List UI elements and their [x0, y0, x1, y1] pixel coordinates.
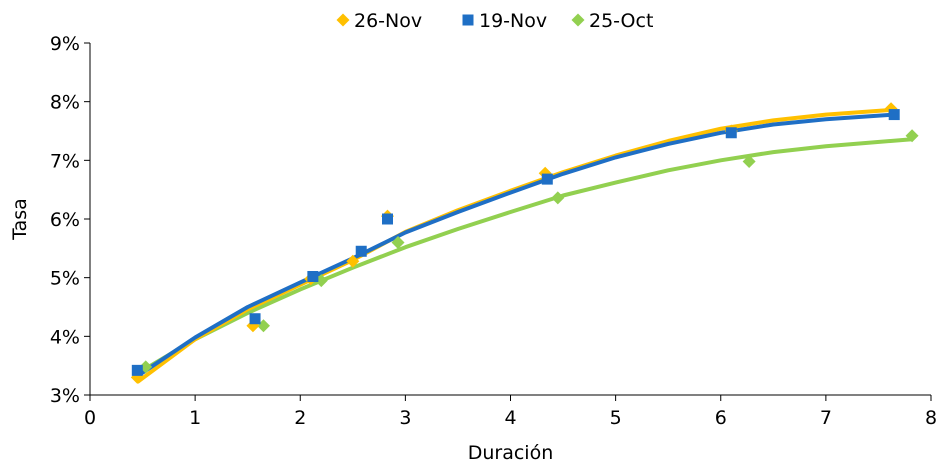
y-tick-label: 9%	[50, 33, 80, 55]
y-tick-label: 5%	[50, 268, 80, 290]
x-tick-label: 8	[925, 407, 937, 429]
legend-item-25-oct: 25-Oct	[571, 10, 653, 32]
data-point-19-nov	[725, 127, 737, 139]
y-tick-label: 6%	[50, 209, 80, 231]
x-tick-label: 7	[820, 407, 832, 429]
y-tick-label: 3%	[50, 385, 80, 407]
x-axis-title: Duración	[468, 442, 554, 464]
y-axis-ticks: 3% 4% 5% 6% 7% 8% 9%	[50, 33, 90, 407]
data-point-19-nov	[307, 270, 319, 282]
plot-area: 3% 4% 5% 6% 7% 8% 9% 0 1 2 3 4 5 6 7 8	[50, 33, 937, 429]
data-point-19-nov	[355, 245, 367, 257]
data-points	[130, 102, 919, 384]
data-point-19-nov	[888, 109, 900, 121]
legend: 26-Nov 19-Nov 25-Oct	[336, 10, 653, 32]
x-tick-label: 2	[294, 407, 306, 429]
legend-item-19-nov: 19-Nov	[462, 10, 547, 32]
x-tick-label: 4	[504, 407, 516, 429]
data-point-19-nov	[541, 173, 553, 185]
data-point-19-nov	[131, 364, 143, 376]
y-tick-label: 8%	[50, 92, 80, 114]
y-tick-label: 7%	[50, 150, 80, 172]
data-point-19-nov	[249, 313, 261, 325]
data-point-25-oct	[551, 191, 565, 205]
trend-lines	[136, 107, 913, 384]
y-tick-label: 4%	[50, 326, 80, 348]
x-tick-label: 6	[715, 407, 727, 429]
data-point-26-nov	[346, 254, 360, 268]
legend-item-26-nov: 26-Nov	[336, 10, 422, 32]
x-tick-label: 5	[610, 407, 622, 429]
legend-marker-26-nov	[336, 13, 350, 27]
legend-marker-19-nov	[462, 14, 474, 26]
x-axis-ticks: 0 1 2 3 4 5 6 7 8	[84, 395, 937, 429]
x-tick-label: 1	[189, 407, 201, 429]
data-point-25-oct	[391, 235, 405, 249]
trend-line-19-nov	[136, 112, 895, 378]
x-tick-label: 3	[399, 407, 411, 429]
data-point-19-nov	[382, 213, 394, 225]
legend-label-26-nov: 26-Nov	[354, 10, 422, 32]
legend-label-25-oct: 25-Oct	[589, 10, 653, 32]
y-axis-title: Tasa	[9, 198, 31, 241]
data-point-25-oct	[742, 155, 756, 169]
data-point-25-oct	[905, 129, 919, 143]
legend-label-19-nov: 19-Nov	[479, 10, 547, 32]
trend-line-25-oct	[144, 137, 913, 371]
legend-marker-25-oct	[571, 13, 585, 27]
x-tick-label: 0	[84, 407, 96, 429]
